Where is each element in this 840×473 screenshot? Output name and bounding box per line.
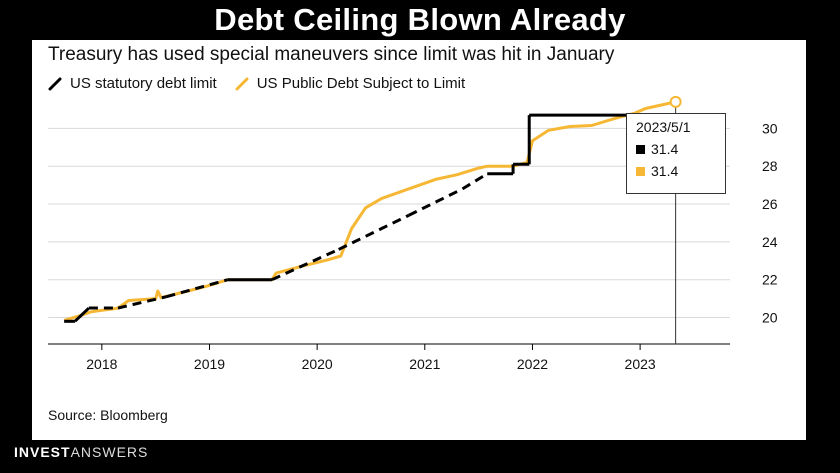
legend-item-debt-limit: US statutory debt limit (48, 75, 217, 92)
legend-swatch-black-line (48, 77, 62, 90)
legend-label-debt-limit: US statutory debt limit (70, 75, 217, 92)
y-tick-label-24: 24 (762, 234, 778, 250)
tooltip-row-public-debt: 31.4 (636, 163, 725, 179)
headline-title: Debt Ceiling Blown Already (214, 2, 626, 37)
series-segment-debt-limit-8 (338, 214, 410, 251)
endpoint-marker (669, 95, 682, 108)
tooltip: 2023/5/1 31.4 31.4 (626, 113, 726, 194)
chart-source: Source: Bloomberg (48, 407, 168, 423)
legend-item-public-debt: US Public Debt Subject to Limit (235, 75, 465, 92)
chart-subtitle: Treasury has used special maneuvers sinc… (48, 44, 615, 65)
y-tick-label-30: 30 (762, 120, 778, 136)
tooltip-swatch-gold (636, 166, 645, 176)
series-segment-debt-limit-5 (166, 278, 229, 299)
x-tick-label-2018: 2018 (86, 356, 117, 372)
series-segment-debt-limit-9 (407, 187, 464, 217)
series-line-public-debt (63, 100, 676, 322)
series-segment-debt-limit-7 (271, 248, 340, 282)
tooltip-value-debt-limit: 31.4 (651, 141, 679, 157)
x-tick-label-2021: 2021 (409, 356, 440, 372)
y-tick-label-26: 26 (762, 196, 778, 212)
series-segment-debt-limit-4 (117, 295, 167, 310)
x-tick-label-2020: 2020 (302, 356, 333, 372)
x-tick-label-2019: 2019 (194, 356, 225, 372)
brand-bold: INVEST (14, 444, 71, 460)
brand-logo: INVESTANSWERS (14, 444, 148, 460)
tooltip-row-debt-limit: 31.4 (636, 141, 725, 157)
y-tick-label-20: 20 (762, 310, 778, 326)
x-tick-label-2023: 2023 (625, 356, 656, 372)
chart-legend: US statutory debt limit US Public Debt S… (48, 75, 483, 92)
tooltip-value-public-debt: 31.4 (651, 163, 679, 179)
x-tick-label-2022: 2022 (517, 356, 548, 372)
series-segment-debt-limit-2 (73, 306, 90, 323)
chart-panel: Treasury has used special maneuvers sinc… (32, 40, 806, 440)
series-segment-debt-limit-10 (461, 172, 489, 191)
tooltip-swatch-black (636, 144, 645, 154)
y-tick-label-28: 28 (762, 158, 778, 174)
tooltip-date: 2023/5/1 (636, 119, 691, 135)
legend-swatch-gold-line (235, 77, 249, 90)
brand-light: ANSWERS (70, 444, 149, 460)
legend-label-public-debt: US Public Debt Subject to Limit (256, 75, 466, 92)
y-tick-label-22: 22 (762, 272, 778, 288)
